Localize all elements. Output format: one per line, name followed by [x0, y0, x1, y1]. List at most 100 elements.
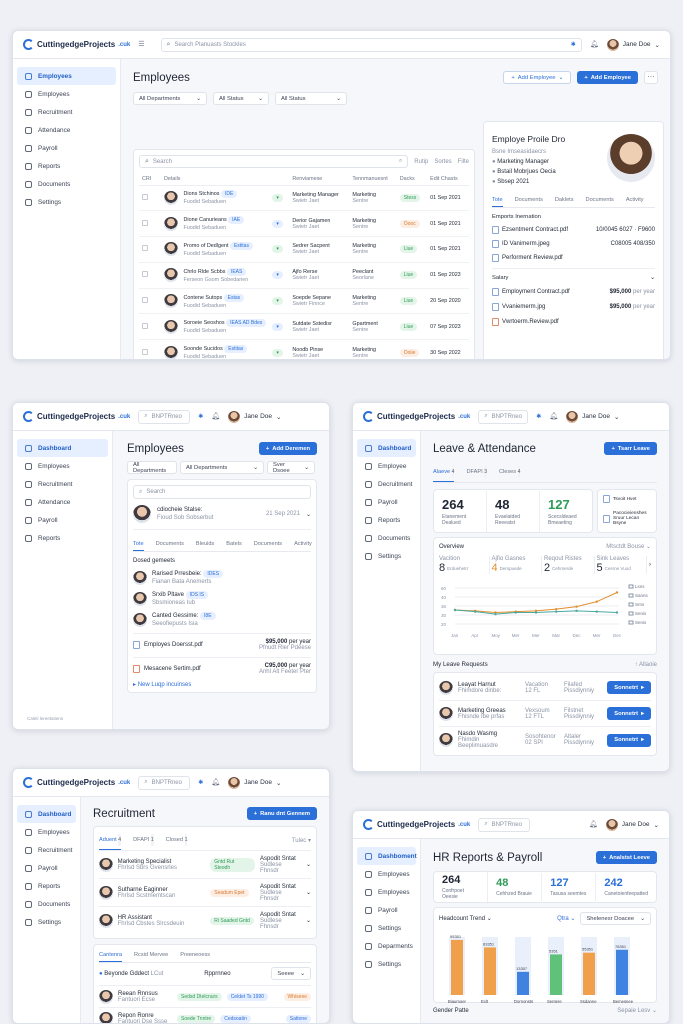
gender-select[interactable]: Sepaie Lesv ⌄	[617, 1008, 657, 1014]
overview-select[interactable]: Mtsctdt Bouse ⌄	[606, 544, 651, 550]
person-row[interactable]: Canted Gessime: I8E Seeofiepusts Isia	[133, 612, 311, 627]
data-point[interactable]	[494, 611, 497, 614]
row-checkbox[interactable]	[142, 271, 148, 278]
new-link[interactable]: ▸ New Luqp incuinses	[133, 682, 192, 688]
tab[interactable]: Tote	[492, 194, 503, 207]
data-point[interactable]	[494, 612, 497, 616]
sidebar-item[interactable]: Dashboard	[17, 439, 108, 457]
table-row[interactable]: Dione Canurieans IAE Fuodid Sebaduen ▾ De…	[139, 210, 469, 238]
tool-rutip[interactable]: Rutip	[414, 158, 429, 165]
person-row[interactable]: Rarised Prresbeie: IDES Fianan Bata Aneme…	[133, 570, 311, 585]
sidebar-item[interactable]: Decruitment	[357, 475, 416, 493]
view-select[interactable]: Seeee ⌄	[271, 967, 311, 980]
candidate-row[interactable]: Reean Rnnsus Fantuori Ecse Sedsd Dtelcnurs…	[99, 985, 311, 1007]
candidate-stage[interactable]: Whiseee	[283, 992, 311, 1001]
sidebar-item[interactable]: Settings	[357, 919, 416, 937]
data-point[interactable]	[595, 600, 598, 603]
bell-icon[interactable]: 🔔︎	[211, 413, 221, 420]
tab[interactable]: Batels	[226, 538, 242, 551]
sidebar-item[interactable]: Dashboard	[357, 439, 416, 457]
add-employee-outline-button[interactable]: + Add Employee ⌄	[503, 71, 572, 84]
document-row[interactable]: Performent Review.pdf	[492, 254, 655, 262]
data-point[interactable]	[555, 607, 558, 611]
tab[interactable]: Cleses 4	[499, 463, 521, 482]
sidebar-item[interactable]: Employee	[357, 457, 416, 475]
sidebar-item[interactable]: Employees	[357, 865, 416, 883]
sidebar-item[interactable]: Payroll	[17, 139, 116, 157]
tab[interactable]: Alaeve 4	[433, 463, 455, 482]
submit-request-button[interactable]: Sonnetrt ▸	[607, 733, 651, 747]
table-search[interactable]: ⌕ Search ⌕	[139, 155, 409, 168]
more-icon[interactable]: ⋯	[644, 71, 658, 84]
row-checkbox[interactable]	[142, 297, 148, 304]
user-menu[interactable]: Jane Doe ⌄	[228, 410, 281, 423]
tab[interactable]: Documents	[254, 538, 282, 551]
brand-logo[interactable]: CuttingedgeProjects .cuk	[23, 777, 130, 788]
candidate-row[interactable]: Repon Ronre Fantuori Dse Ssse Soede Tnntre…	[99, 1007, 311, 1023]
sidebar-item[interactable]: Payroll	[357, 901, 416, 919]
row-checkbox[interactable]	[142, 219, 148, 226]
chevron-down-icon[interactable]: ⌄	[305, 862, 311, 868]
detail-search[interactable]: ⌕ Search	[133, 485, 311, 499]
submit-request-button[interactable]: Sonnetrt ▸	[607, 707, 651, 720]
data-point[interactable]	[534, 611, 538, 614]
tab[interactable]: DFAPI 3	[466, 463, 487, 482]
sidebar-item[interactable]: Employees	[17, 67, 116, 85]
status-filter-2[interactable]: All Status ⌄	[275, 92, 347, 105]
sidebar-item[interactable]: Deparments	[357, 937, 416, 955]
sidebar-item[interactable]: Payroll	[17, 859, 76, 877]
department-filter-2[interactable]: All Departments ⌄	[180, 461, 264, 474]
brand-logo[interactable]: CuttingedgeProjects .cuk	[363, 411, 470, 422]
sidebar-item[interactable]: Employees	[17, 457, 108, 475]
table-row[interactable]: Contene Sutops Estas Fuodid Sebaduen ▾ So…	[139, 288, 469, 315]
salary-row[interactable]: Vwrtoerm.Review.pdf	[492, 318, 655, 326]
data-point[interactable]	[514, 611, 517, 614]
bar[interactable]	[583, 952, 595, 995]
salary-row[interactable]: Employment Contract.pdf $95,000 per year	[492, 288, 655, 296]
salary-row[interactable]: Vvaniemerm.jpg $95,000 per year	[492, 303, 655, 311]
brand-logo[interactable]: CuttingedgeProjects .cuk	[363, 819, 470, 830]
menu-icon[interactable]: ☰	[138, 41, 145, 48]
add-button[interactable]: + Add Deremen	[258, 442, 317, 455]
sidebar-item[interactable]: Payroll	[17, 511, 108, 529]
tab[interactable]: Daklets	[555, 194, 574, 207]
sidebar-item[interactable]: Dashboard	[17, 805, 76, 823]
sidebar-item[interactable]: Recruitment	[17, 103, 116, 121]
status-filter[interactable]: All Status ⌄	[213, 92, 269, 105]
sidebar-item[interactable]: Dashboment	[357, 847, 417, 865]
bell-icon[interactable]: 🔔︎	[211, 779, 221, 786]
department-filter[interactable]: All Departments ⌄	[133, 92, 207, 105]
tools-button[interactable]: Tulec ▾	[291, 838, 311, 844]
sidebar-item[interactable]: Reports	[17, 529, 108, 547]
bar[interactable]	[484, 947, 496, 995]
sidebar-item[interactable]: Settings	[17, 193, 116, 211]
table-row[interactable]: Dions Stchinos IDE Fuodid Sebaduen ▾ Mark…	[139, 185, 469, 212]
chevron-down-icon[interactable]: ⌄	[305, 511, 311, 518]
tab[interactable]: Activity	[626, 194, 644, 207]
data-point[interactable]	[615, 591, 619, 594]
add-job-button[interactable]: + Ranu dnt Gennem	[246, 807, 317, 820]
sidebar-item[interactable]: Employees	[17, 85, 116, 103]
tab[interactable]: Documents	[515, 194, 543, 207]
data-point[interactable]	[575, 605, 578, 608]
sidebar-item[interactable]: Payroll	[357, 493, 416, 511]
global-search[interactable]: ⌕ BNPTRneo	[478, 409, 529, 424]
table-row[interactable]: Chrlo Rlde Scbbs IEAS Ferseon Gsom Sobeda…	[139, 262, 469, 289]
bell-icon[interactable]: 🔔︎	[549, 413, 559, 420]
job-row[interactable]: HR Assistant Fhrlsd Cbstes Slrcsdeuin Ri S…	[99, 906, 311, 934]
star-icon[interactable]: ✱	[198, 414, 204, 420]
request-row[interactable]: Nasdo Wasmg Fhimdin Beeplimuasdre Sosohten…	[439, 727, 651, 753]
star-icon[interactable]: ✱	[536, 414, 542, 420]
request-row[interactable]: Marketing Greeas Fhisnde Ibe prfas Vexsoum…	[439, 701, 651, 727]
sort-filter[interactable]: Sver Dsoee ⌄	[267, 461, 315, 474]
document-row[interactable]: Ezsentment Contract.pdf 10/0045 6027 · F9…	[492, 226, 655, 234]
chevron-down-icon[interactable]: ⌄	[305, 890, 311, 896]
bell-icon[interactable]: 🔔︎	[588, 821, 598, 828]
tab[interactable]: Documents	[156, 538, 184, 551]
sidebar-item[interactable]: Employees	[17, 823, 76, 841]
data-point[interactable]	[453, 608, 457, 612]
tab[interactable]: Activity	[294, 538, 312, 551]
global-search[interactable]: ⌕ BNPTRneo	[138, 775, 191, 790]
trend-select[interactable]: Qtra ⌄	[557, 916, 576, 922]
tab[interactable]: Rcsid Mervee	[134, 949, 168, 962]
